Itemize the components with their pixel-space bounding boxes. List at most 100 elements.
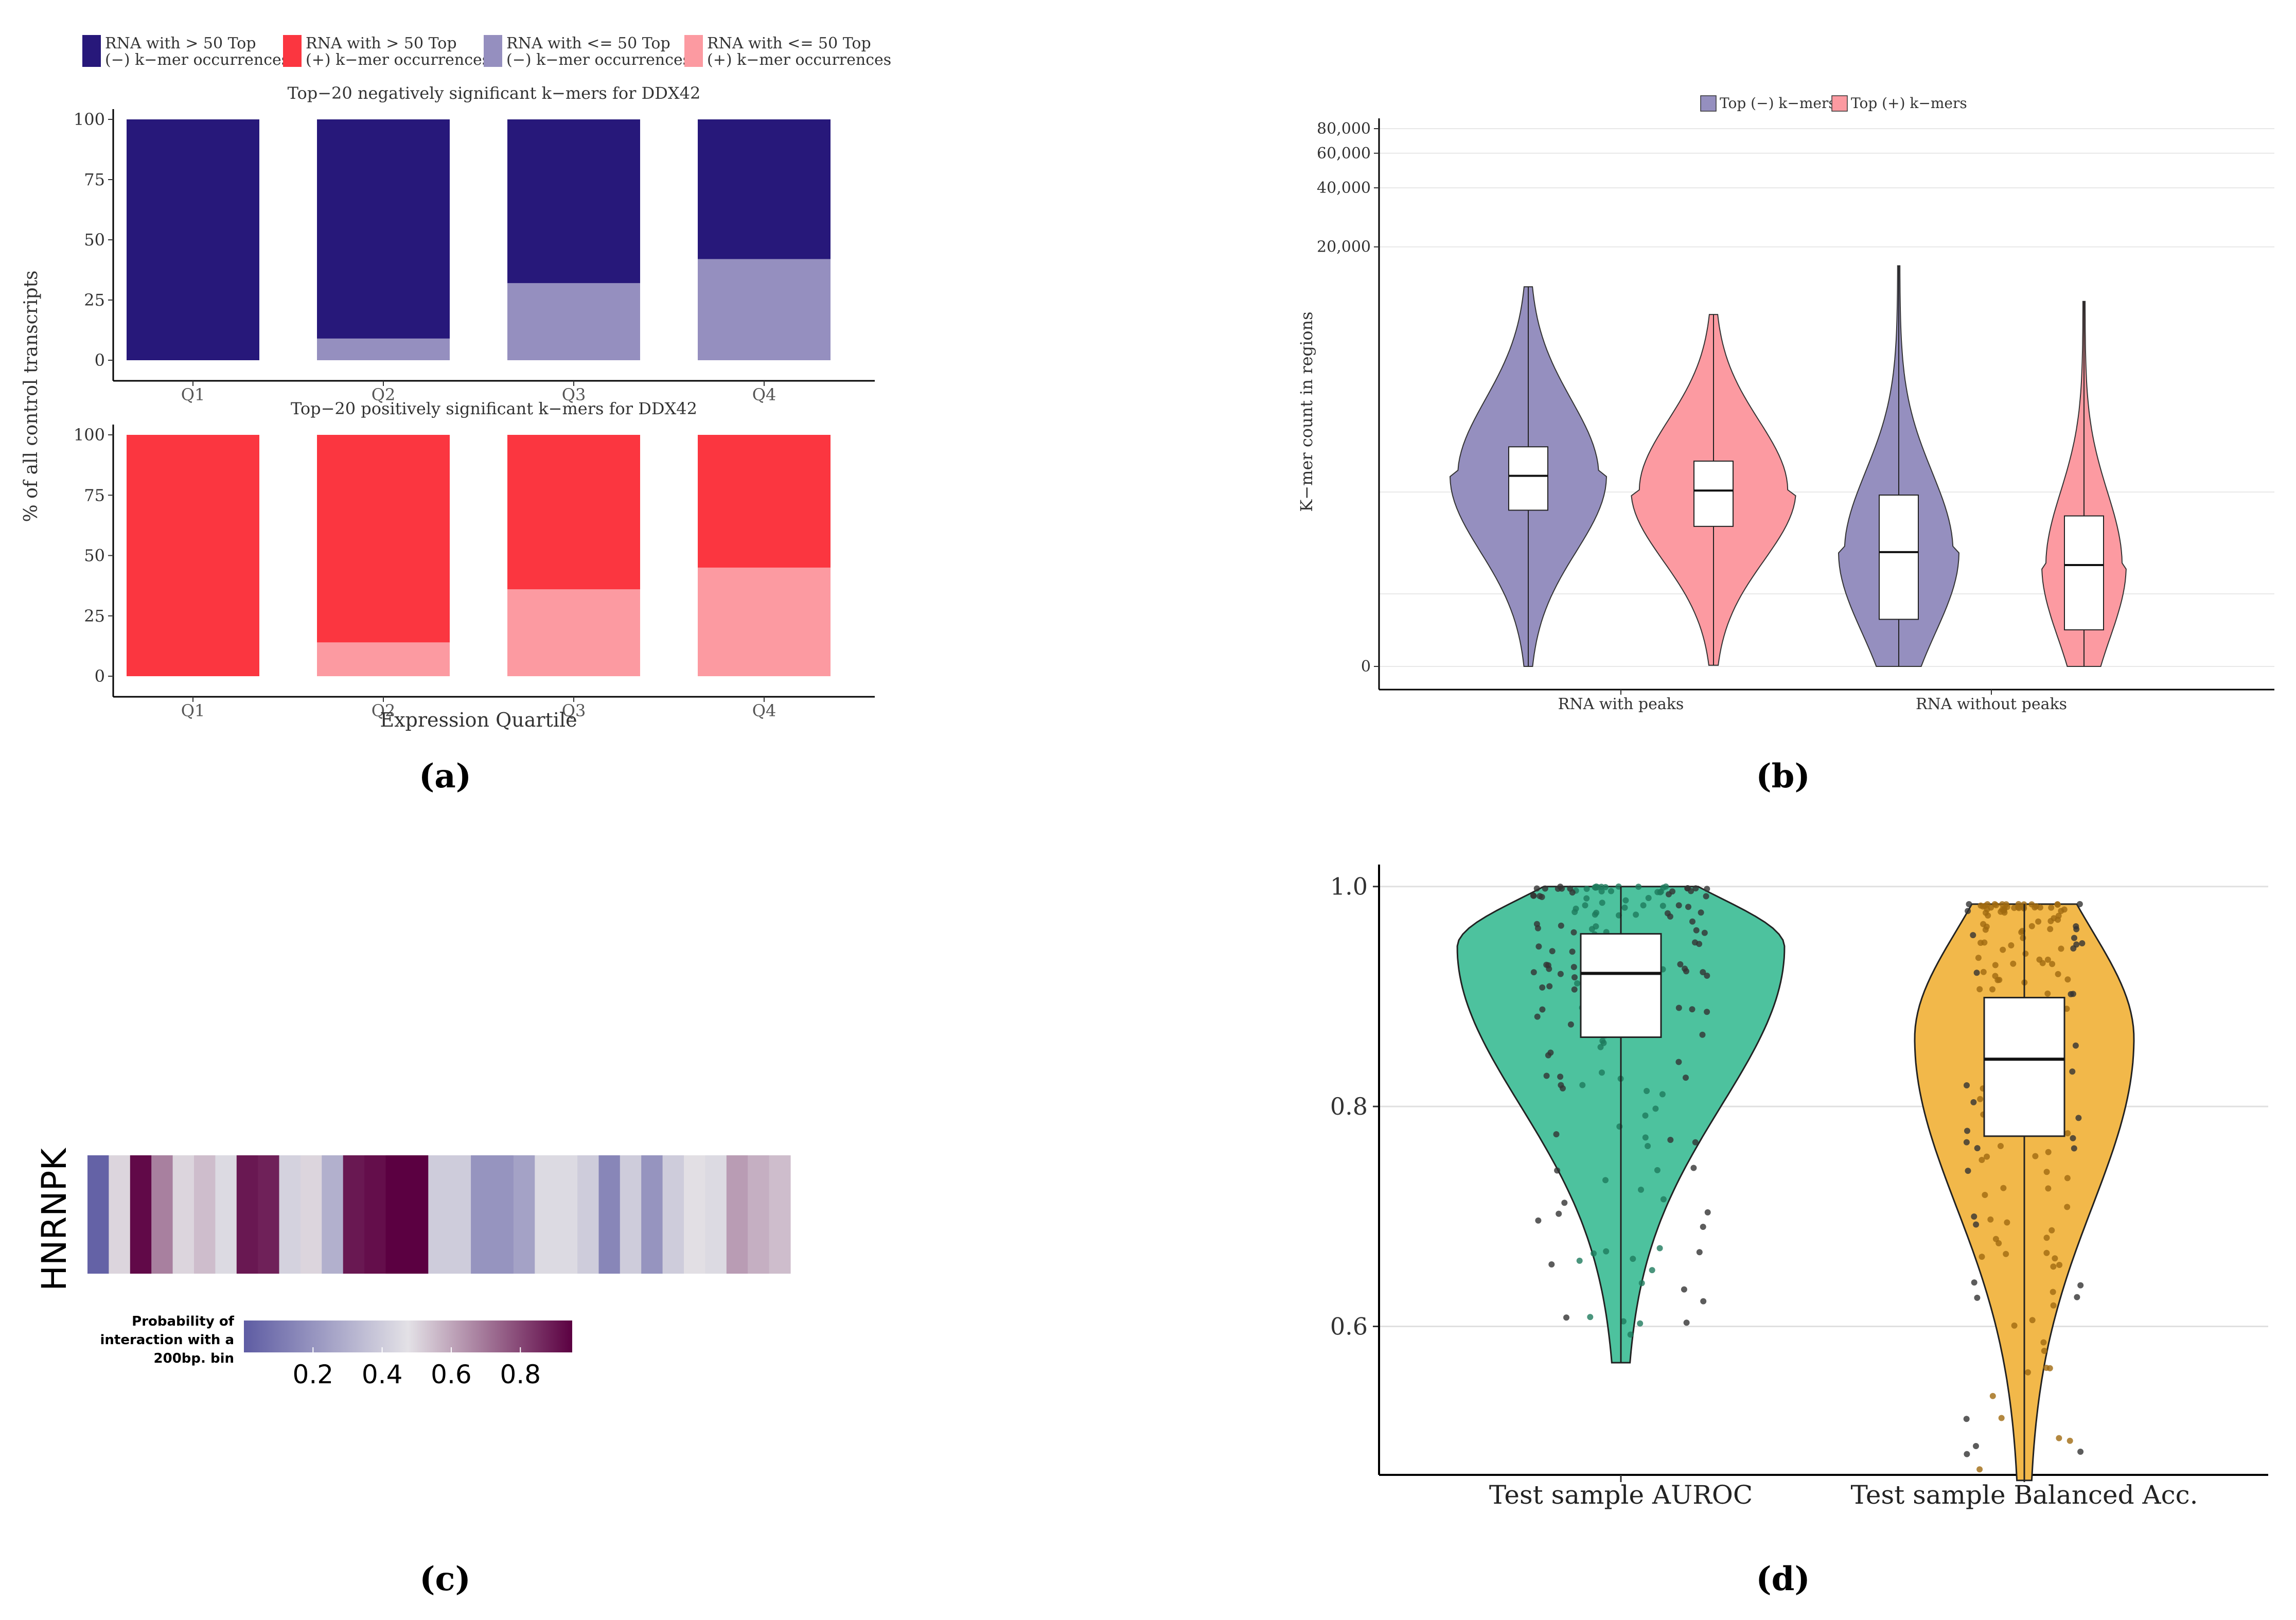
data-point: [2070, 945, 2077, 952]
data-point: [1530, 892, 1537, 899]
legend-label-a-1-line2: (+) k−mer occurrences: [306, 51, 490, 69]
data-point: [1979, 1157, 1985, 1163]
data-point: [2015, 904, 2022, 910]
data-point: [1659, 1091, 1666, 1098]
data-point: [1685, 904, 1691, 910]
data-point: [1645, 1143, 1651, 1149]
data-point: [1982, 1192, 1988, 1198]
data-point: [1570, 964, 1577, 971]
data-point: [2040, 1339, 2047, 1346]
data-point: [1558, 922, 1564, 929]
data-point: [1571, 986, 1578, 993]
data-point: [2050, 1289, 2056, 1295]
data-point: [2077, 1449, 2084, 1455]
legend-label-a-0-line2: (−) k−mer occurrences: [105, 51, 289, 69]
data-point: [1549, 948, 1556, 955]
data-point: [1966, 901, 1972, 907]
data-point: [2067, 1437, 2073, 1444]
bar-high-a-top-Q1: [127, 119, 259, 360]
data-point: [1630, 1256, 1636, 1262]
y-tick-label-b-1: 20,000: [1317, 238, 1371, 256]
data-point: [1539, 984, 1546, 991]
heatmap-cell: [748, 1155, 770, 1274]
data-point: [2037, 904, 2043, 911]
data-point: [2048, 904, 2055, 911]
data-point: [1576, 1257, 1583, 1264]
y-tick-label-b-2: 40,000: [1317, 179, 1371, 197]
heatmap-cell: [130, 1155, 152, 1274]
data-point: [1980, 969, 1987, 975]
y-tick-label-a-top-3: 75: [84, 170, 105, 189]
data-point: [1563, 1314, 1569, 1321]
data-point: [2045, 1149, 2052, 1155]
data-point: [1669, 888, 1675, 895]
x-tick-label-a-top-Q2: Q2: [372, 385, 396, 404]
data-point: [1555, 886, 1561, 892]
data-point: [1633, 911, 1639, 918]
heatmap-cell: [641, 1155, 663, 1274]
data-point: [1973, 970, 1980, 976]
data-point: [2035, 918, 2042, 925]
data-point: [2052, 1255, 2058, 1262]
data-point: [1592, 884, 1598, 891]
y-tick-label-b-3: 60,000: [1317, 145, 1371, 163]
data-point: [1700, 1298, 1707, 1305]
heatmap-cell: [598, 1155, 621, 1274]
data-point: [2073, 923, 2079, 929]
chart-title-a-top: Top−20 negatively significant k−mers for…: [288, 83, 701, 103]
data-point: [1533, 885, 1540, 892]
data-point: [2003, 1251, 2009, 1257]
legend-key-a-2: [484, 35, 502, 67]
box-b-1: [1693, 461, 1734, 527]
data-point: [1579, 1082, 1586, 1088]
y-tick-label-a-bottom-4: 100: [74, 425, 105, 445]
x-tick-label-d-1: Test sample Balanced Acc.: [1850, 1480, 2198, 1510]
data-point: [1698, 909, 1704, 916]
y-tick-label-a-top-4: 100: [74, 110, 105, 129]
data-point: [1637, 1320, 1644, 1327]
heatmap-row-label: HNRNPK: [34, 1148, 74, 1291]
bar-low-a-top-Q4: [698, 259, 831, 360]
data-point: [1548, 1261, 1555, 1267]
data-point: [1573, 905, 1579, 912]
data-point: [2000, 946, 2006, 953]
data-point: [1992, 962, 1999, 969]
data-point: [1542, 885, 1548, 892]
data-point: [1683, 1075, 1689, 1081]
box-b-3: [2064, 515, 2104, 630]
data-point: [1995, 1240, 2002, 1246]
y-tick-label-a-top-2: 50: [84, 230, 105, 250]
x-tick-label-d-0: Test sample AUROC: [1489, 1480, 1753, 1510]
data-point: [1677, 961, 1684, 967]
data-point: [1667, 1137, 1674, 1143]
colorbar-title-0: Probability of: [132, 1314, 235, 1329]
data-point: [1642, 1134, 1649, 1141]
data-point: [2064, 1204, 2071, 1210]
data-point: [1701, 929, 1708, 936]
data-point: [1656, 1245, 1663, 1252]
data-point: [1979, 1254, 1985, 1260]
y-tick-label-a-top-0: 0: [95, 350, 105, 370]
y-tick-label-a-top-1: 25: [84, 290, 105, 310]
y-tick-label-b-4: 80,000: [1317, 120, 1371, 138]
data-point: [1682, 965, 1688, 972]
data-point: [1592, 911, 1598, 918]
colorbar-title-2: 200bp. bin: [154, 1351, 234, 1366]
data-point: [2072, 1042, 2079, 1049]
legend-label-b-1: Top (+) k−mers: [1851, 95, 1967, 112]
y-axis-label-a: % of all control transcripts: [21, 270, 42, 522]
legend-key-b-1: [1831, 95, 1848, 112]
data-point: [1557, 971, 1564, 977]
data-point: [2004, 1219, 2010, 1226]
y-axis-label-b: K−mer count in regions: [1297, 311, 1316, 512]
data-point: [1998, 1415, 2005, 1421]
data-point: [1681, 1286, 1687, 1293]
data-point: [2075, 1115, 2082, 1121]
data-point: [1976, 1466, 1983, 1473]
data-point: [2074, 1294, 2080, 1300]
data-point: [1649, 1267, 1655, 1274]
data-point: [1534, 925, 1541, 931]
x-tick-label-a-bottom-Q3: Q3: [562, 701, 586, 720]
y-tick-label-a-bottom-1: 25: [84, 606, 105, 626]
data-point: [1591, 1250, 1597, 1257]
